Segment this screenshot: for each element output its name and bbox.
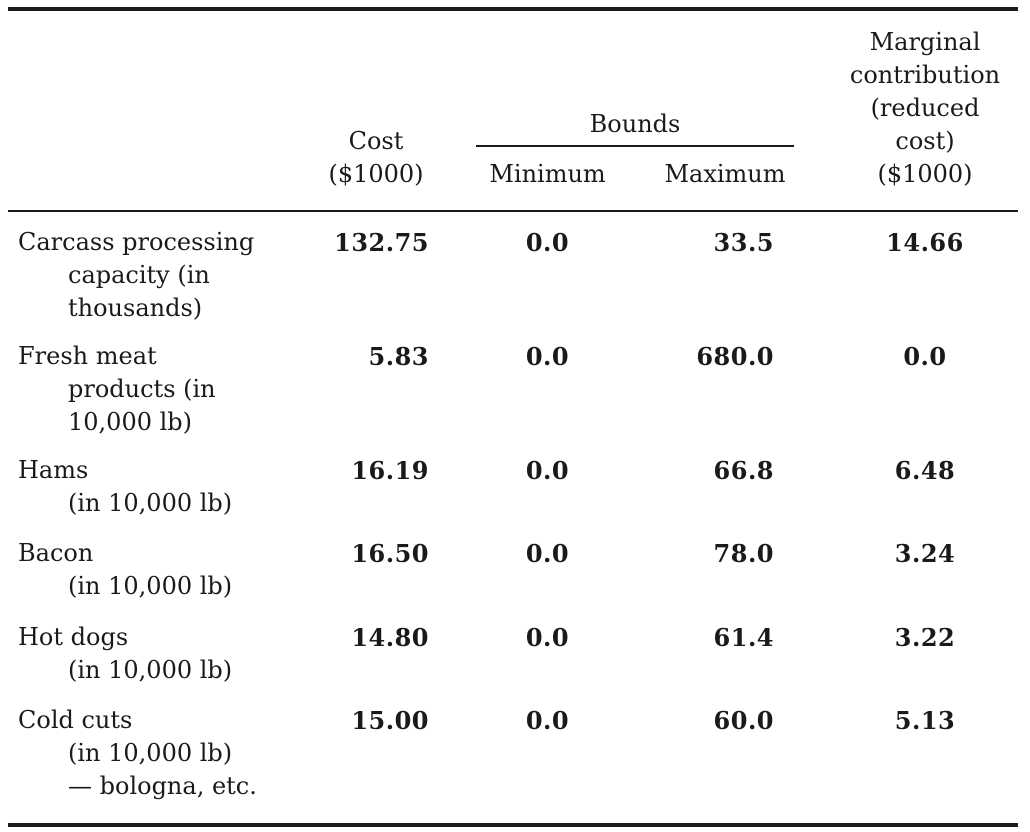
header-cost-line-1: Cost xyxy=(348,127,404,155)
cell-minimum: 0.0 xyxy=(525,539,570,568)
cell-maximum: 680.0 xyxy=(696,342,774,371)
cell-cost: 16.19 xyxy=(351,456,429,485)
cell-marginal: 0.0 xyxy=(903,342,947,371)
row-label-carcass: Carcass processing capacity (in thousand… xyxy=(18,226,308,325)
row-label-line: Carcass processing xyxy=(18,228,255,256)
cell-minimum: 0.0 xyxy=(525,228,570,257)
table-top-rule xyxy=(8,7,1018,11)
header-bounds: Bounds xyxy=(589,110,681,138)
row-label-line: products (in xyxy=(68,375,216,403)
row-label-line: (in 10,000 lb) xyxy=(68,739,233,767)
cell-marginal: 3.22 xyxy=(894,623,956,652)
cell-minimum: 0.0 xyxy=(525,342,570,371)
cell-cost: 132.75 xyxy=(334,228,429,257)
row-label-line: 10,000 lb) xyxy=(68,408,193,436)
header-bounds-rule xyxy=(476,145,794,147)
header-cost: Cost ($1000) xyxy=(306,125,446,191)
cell-maximum: 33.5 xyxy=(713,228,774,257)
row-label-hams: Hams (in 10,000 lb) xyxy=(18,454,308,520)
row-label-bacon: Bacon (in 10,000 lb) xyxy=(18,537,308,603)
cell-marginal: 6.48 xyxy=(894,456,956,485)
cell-maximum: 60.0 xyxy=(713,706,774,735)
cell-minimum: 0.0 xyxy=(525,706,570,735)
cell-minimum: 0.0 xyxy=(525,623,570,652)
header-marginal-line-5: ($1000) xyxy=(877,160,973,188)
cell-marginal: 3.24 xyxy=(894,539,956,568)
cell-marginal: 5.13 xyxy=(894,706,956,735)
cell-cost: 14.80 xyxy=(351,623,429,652)
header-marginal-line-4: cost) xyxy=(895,127,955,155)
row-label-line: Cold cuts xyxy=(18,706,133,734)
row-label-line: capacity (in xyxy=(68,261,210,289)
row-label-line: Hot dogs xyxy=(18,623,129,651)
header-marginal-line-2: contribution xyxy=(849,61,1001,89)
header-marginal-line-3: (reduced xyxy=(870,94,980,122)
header-marginal-line-1: Marginal xyxy=(869,28,981,56)
cell-maximum: 61.4 xyxy=(713,623,774,652)
row-label-fresh-meat: Fresh meat products (in 10,000 lb) xyxy=(18,340,308,439)
row-label-line: thousands) xyxy=(68,294,203,322)
row-label-line: Fresh meat xyxy=(18,342,157,370)
cell-cost: 5.83 xyxy=(368,342,429,371)
cell-minimum: 0.0 xyxy=(525,456,570,485)
row-label-line: (in 10,000 lb) xyxy=(68,489,233,517)
row-label-line: Bacon xyxy=(18,539,94,567)
row-label-line: (in 10,000 lb) xyxy=(68,572,233,600)
table-header-rule xyxy=(8,210,1018,212)
table-bottom-rule xyxy=(8,823,1018,827)
header-minimum: Minimum xyxy=(489,160,606,188)
header-maximum: Maximum xyxy=(664,160,786,188)
row-label-line: Hams xyxy=(18,456,89,484)
row-label-line: — bologna, etc. xyxy=(68,772,257,800)
header-cost-line-2: ($1000) xyxy=(328,160,424,188)
row-label-line: (in 10,000 lb) xyxy=(68,656,233,684)
cell-cost: 16.50 xyxy=(351,539,429,568)
header-marginal-contribution: Marginal contribution (reduced cost) ($1… xyxy=(820,26,1030,191)
row-label-hot-dogs: Hot dogs (in 10,000 lb) xyxy=(18,621,308,687)
cell-cost: 15.00 xyxy=(351,706,429,735)
cell-maximum: 66.8 xyxy=(713,456,774,485)
cell-marginal: 14.66 xyxy=(886,228,964,257)
cell-maximum: 78.0 xyxy=(713,539,774,568)
row-label-cold-cuts: Cold cuts (in 10,000 lb) — bologna, etc. xyxy=(18,704,308,803)
